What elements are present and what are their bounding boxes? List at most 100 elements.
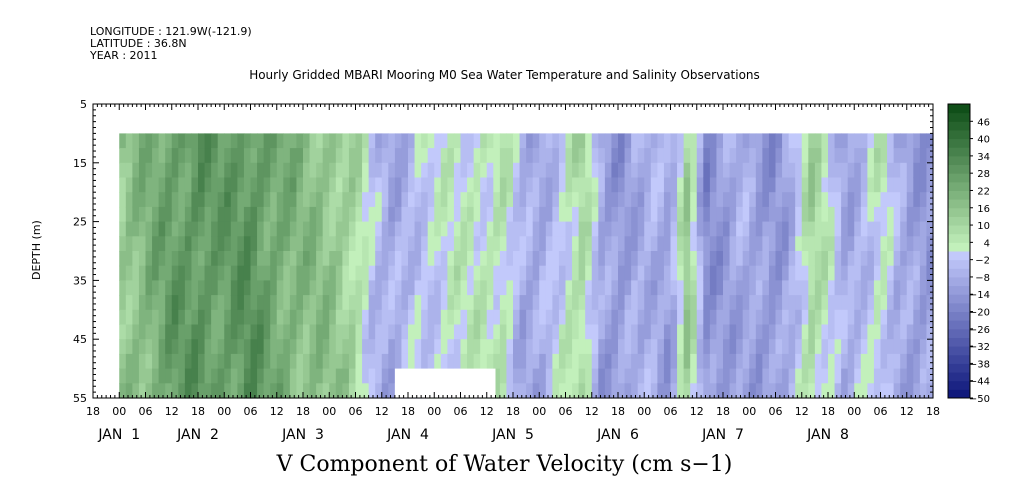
heatmap-cell xyxy=(145,383,153,399)
heatmap-cell xyxy=(243,265,252,281)
heatmap-cell xyxy=(545,295,553,311)
heatmap-cell xyxy=(303,236,311,252)
heatmap-cell xyxy=(427,192,435,208)
heatmap-cell xyxy=(893,251,901,267)
heatmap-cell xyxy=(558,309,567,326)
heatmap-cell xyxy=(204,251,212,267)
heatmap-cell xyxy=(801,177,809,193)
heatmap-cell xyxy=(618,221,626,237)
heatmap-cell xyxy=(335,206,343,223)
heatmap-cell xyxy=(598,280,606,296)
heatmap-cell xyxy=(184,265,193,281)
heatmap-cell xyxy=(657,280,665,296)
heatmap-cell xyxy=(388,206,396,223)
heatmap-cell xyxy=(138,133,147,149)
heatmap-cell xyxy=(526,192,534,208)
heatmap-cell xyxy=(368,162,376,179)
heatmap-cell xyxy=(158,339,166,355)
heatmap-cell xyxy=(421,206,429,223)
heatmap-cell xyxy=(755,368,763,384)
heatmap-cell xyxy=(388,383,396,399)
heatmap-cell xyxy=(434,353,442,370)
heatmap-cell xyxy=(545,221,553,237)
heatmap-cell xyxy=(368,148,376,164)
heatmap-cell xyxy=(775,383,783,399)
heatmap-cell xyxy=(296,339,304,355)
heatmap-cell xyxy=(631,295,639,311)
heatmap-cell xyxy=(513,148,521,164)
heatmap-cell xyxy=(329,251,337,267)
heatmap-cell xyxy=(775,177,783,193)
heatmap-cell xyxy=(506,368,514,384)
heatmap-cell xyxy=(342,162,350,179)
heatmap-cell xyxy=(873,192,882,208)
heatmap-cell xyxy=(539,280,547,296)
heatmap-cell xyxy=(598,251,606,267)
heatmap-cell xyxy=(755,295,763,311)
heatmap-cell xyxy=(362,236,370,252)
heatmap-cell xyxy=(919,206,928,223)
heatmap-cell xyxy=(381,324,389,340)
heatmap-cell xyxy=(716,192,724,208)
heatmap-cell xyxy=(788,162,796,179)
heatmap-cell xyxy=(749,309,757,326)
heatmap-cell xyxy=(545,280,553,296)
heatmap-cell xyxy=(631,236,639,252)
heatmap-cell xyxy=(519,265,527,281)
heatmap-cell xyxy=(460,324,468,340)
heatmap-cell xyxy=(552,162,560,179)
heatmap-cell xyxy=(677,148,685,164)
heatmap-cell xyxy=(795,206,803,223)
heatmap-cell xyxy=(545,177,553,193)
heatmap-cell xyxy=(473,309,481,326)
heatmap-cell xyxy=(473,265,481,281)
heatmap-cell xyxy=(893,295,901,311)
heatmap-cell xyxy=(539,236,547,252)
heatmap-cell xyxy=(158,265,166,281)
heatmap-cell xyxy=(408,295,416,311)
heatmap-cell xyxy=(729,383,737,399)
heatmap-cell xyxy=(762,309,770,326)
heatmap-cell xyxy=(296,221,304,237)
heatmap-cell xyxy=(243,339,252,355)
heatmap-cell xyxy=(224,221,232,237)
heatmap-cell xyxy=(434,133,442,149)
heatmap-cell xyxy=(598,148,606,164)
colorbar-frame xyxy=(947,103,971,399)
heatmap-cell xyxy=(145,236,153,252)
heatmap-cell xyxy=(152,383,160,399)
heatmap-cell xyxy=(342,177,350,193)
heatmap-cell xyxy=(814,368,823,384)
heatmap-cell xyxy=(880,309,888,326)
heatmap-cell xyxy=(519,177,527,193)
heatmap-cell xyxy=(670,251,678,267)
heatmap-cell xyxy=(506,353,514,370)
heatmap-cell xyxy=(263,192,271,208)
heatmap-cell xyxy=(342,148,350,164)
heatmap-cell xyxy=(788,177,796,193)
heatmap-cell xyxy=(381,148,389,164)
heatmap-cell xyxy=(782,324,790,340)
heatmap-cell xyxy=(414,353,422,370)
heatmap-cell xyxy=(335,251,343,267)
heatmap-cell xyxy=(657,221,665,237)
heatmap-cell xyxy=(316,295,324,311)
heatmap-cell xyxy=(506,206,514,223)
heatmap-cell xyxy=(243,162,252,179)
y-tick-label: 25 xyxy=(73,216,87,229)
heatmap-cell xyxy=(152,177,160,193)
heatmap-cell xyxy=(578,295,586,311)
heatmap-cell xyxy=(637,265,645,281)
heatmap-cell xyxy=(296,280,304,296)
heatmap-cell xyxy=(493,162,501,179)
heatmap-cell xyxy=(663,221,672,237)
heatmap-cell xyxy=(690,133,698,149)
heatmap-cell xyxy=(178,383,186,399)
heatmap-cell xyxy=(814,177,823,193)
heatmap-cell xyxy=(138,177,147,193)
heatmap-cell xyxy=(152,148,160,164)
heatmap-cell xyxy=(558,295,567,311)
heatmap-cell xyxy=(211,148,219,164)
heatmap-cell xyxy=(828,162,836,179)
heatmap-cell xyxy=(834,177,842,193)
